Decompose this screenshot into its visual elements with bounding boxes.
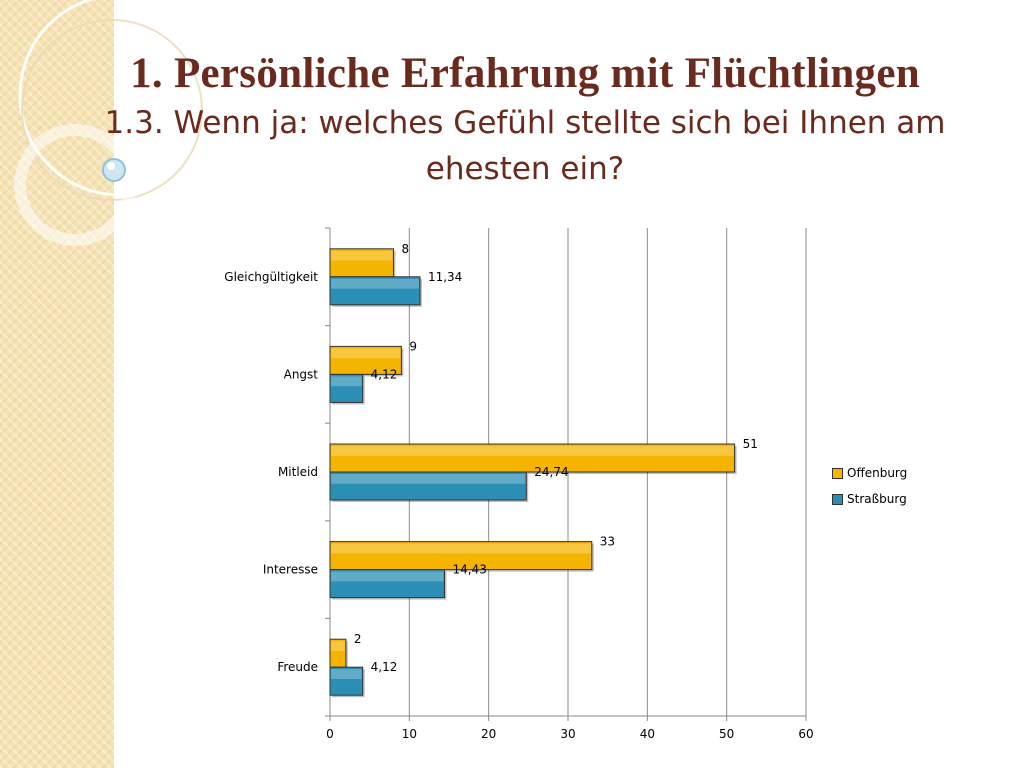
bar-offenburg <box>329 541 593 571</box>
decorative-circles <box>14 0 222 246</box>
data-label: 11,34 <box>428 270 462 284</box>
x-tick-label: 30 <box>560 727 575 741</box>
bar-highlight <box>331 474 526 484</box>
category-label: Mitleid <box>278 465 318 479</box>
legend-label-offenburg: Offenburg <box>847 466 908 480</box>
bar-offenburg <box>329 248 394 278</box>
legend-item-offenburg: Offenburg <box>832 460 907 486</box>
bar-highlight <box>331 348 401 359</box>
data-label: 51 <box>743 437 758 451</box>
bar-highlight <box>331 669 362 679</box>
bar-straßburg <box>329 666 364 696</box>
bar-straßburg <box>329 276 421 306</box>
bar-highlight <box>331 250 393 261</box>
bar-highlight <box>331 278 419 289</box>
data-label: 2 <box>354 632 362 646</box>
category-label: Freude <box>277 660 318 674</box>
data-label: 14,43 <box>452 563 486 577</box>
bar-straßburg <box>329 373 364 403</box>
bar-straßburg <box>329 569 445 599</box>
bar-offenburg <box>329 345 402 375</box>
x-tick-label: 20 <box>481 727 496 741</box>
bar-highlight <box>331 446 734 456</box>
x-tick-label: 0 <box>326 727 334 741</box>
data-label: 4,12 <box>371 660 398 674</box>
bar-highlight <box>331 571 444 582</box>
data-label: 8 <box>401 242 409 256</box>
x-tick-label: 60 <box>798 727 813 741</box>
legend-swatch-strassburg <box>832 493 843 505</box>
bar-highlight <box>331 376 362 387</box>
legend-item-strassburg: Straßburg <box>832 486 907 512</box>
data-label: 33 <box>600 535 615 549</box>
bar-highlight <box>331 543 591 554</box>
x-tick-label: 50 <box>719 727 734 741</box>
bar-straßburg <box>329 471 527 501</box>
legend-swatch-offenburg <box>832 467 843 479</box>
slide-title-block: 1. Persönliche Erfahrung mit Flüchtlinge… <box>40 48 1010 192</box>
bar-offenburg <box>329 443 736 473</box>
page-subtitle: 1.3. Wenn ja: welches Gefühl stellte sic… <box>104 105 946 187</box>
data-label: 9 <box>409 339 417 353</box>
chart-legend: Offenburg Straßburg <box>832 460 907 512</box>
category-label: Gleichgültigkeit <box>224 270 318 284</box>
bar-highlight <box>331 641 345 651</box>
x-tick-label: 40 <box>640 727 655 741</box>
page-title: 1. Persönliche Erfahrung mit Flüchtlinge… <box>130 50 920 97</box>
data-label: 24,74 <box>534 465 568 479</box>
legend-label-strassburg: Straßburg <box>847 492 907 506</box>
category-label: Angst <box>284 367 319 381</box>
x-tick-label: 10 <box>402 727 417 741</box>
data-label: 4,12 <box>371 367 398 381</box>
category-label: Interesse <box>263 563 318 577</box>
